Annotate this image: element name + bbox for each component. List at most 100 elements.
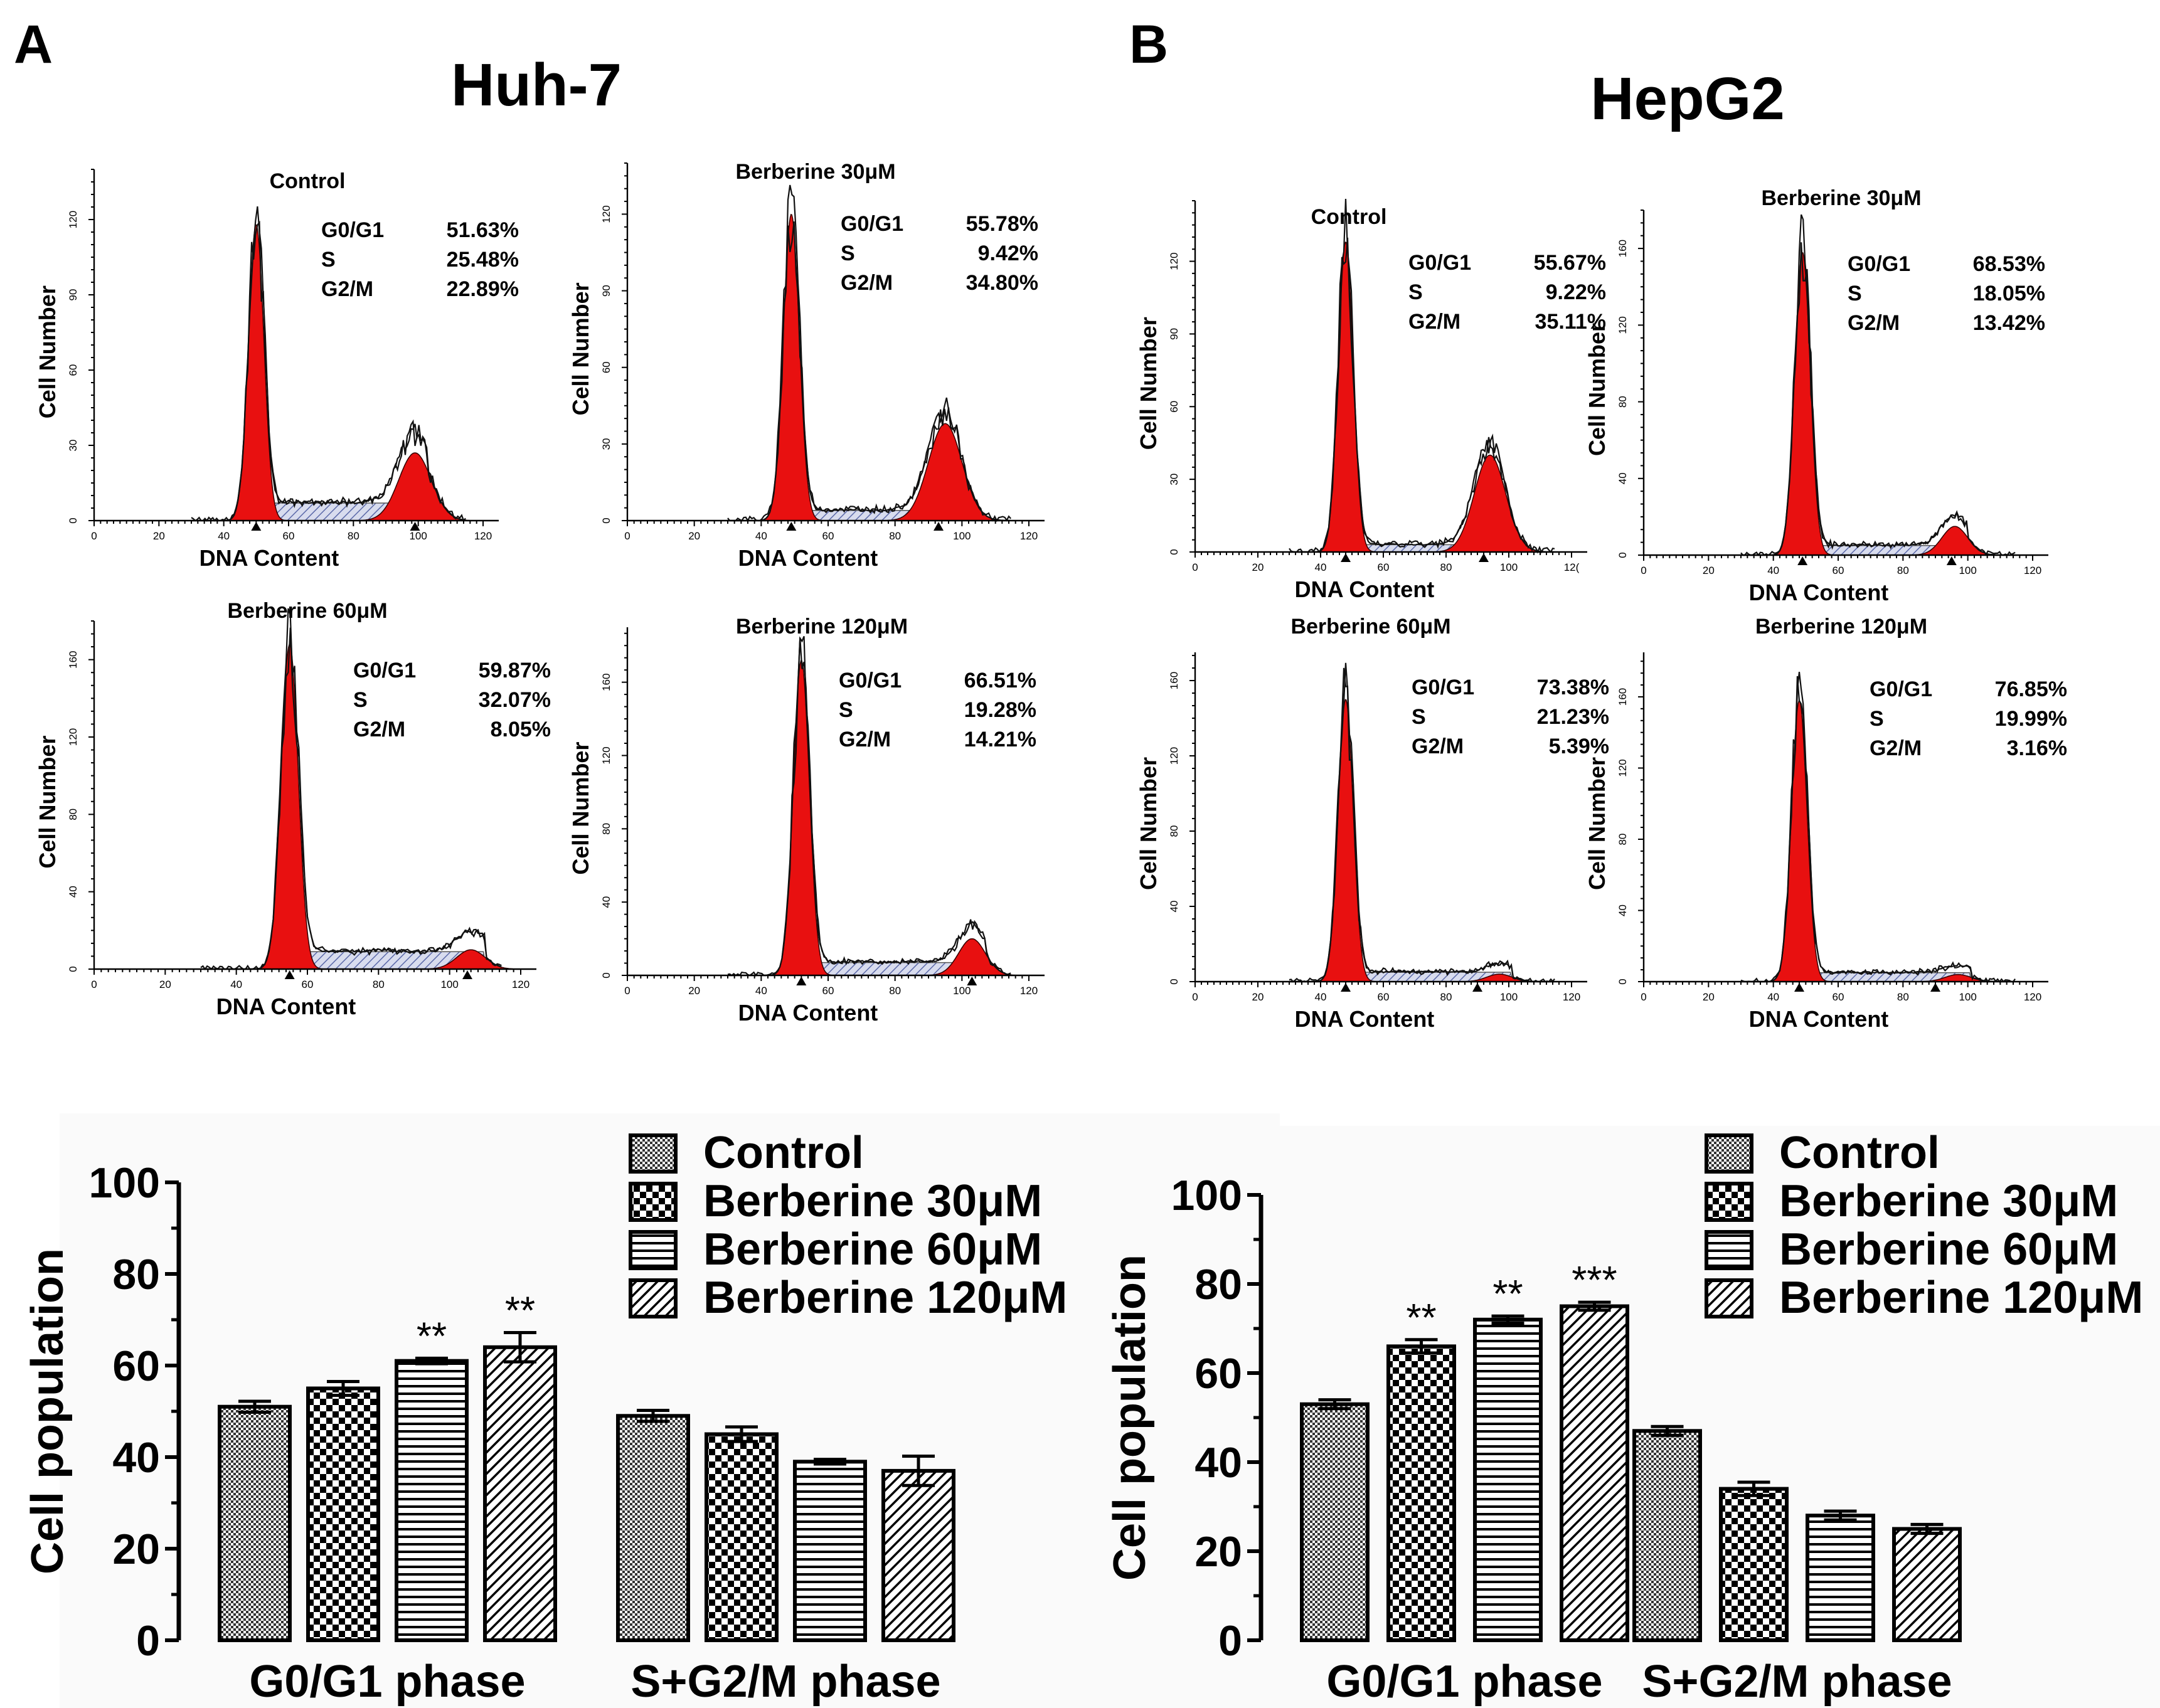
x-tick-label: 100 <box>1500 561 1518 573</box>
phase-percentage: 8.05% <box>491 718 551 741</box>
phase-percentage: 3.16% <box>2007 736 2067 760</box>
x-tick-label: 40 <box>230 979 242 990</box>
y-axis-label: Cell population <box>23 1248 73 1574</box>
category-label: G0/G1 phase <box>1326 1657 1602 1707</box>
x-tick-label: 20 <box>1703 565 1715 576</box>
y-tick-label: 160 <box>600 673 612 691</box>
y-tick-label: 120 <box>1168 747 1180 765</box>
y-tick-label: 100 <box>1171 1172 1242 1219</box>
y-tick-label: 40 <box>112 1434 160 1482</box>
y-axis-label: Cell Number <box>1136 757 1161 890</box>
x-tick-label: 0 <box>1641 565 1646 576</box>
y-tick-label: 80 <box>1168 825 1180 837</box>
x-tick-label: 20 <box>1703 991 1715 1003</box>
phase-percentage: 76.85% <box>1995 677 2067 701</box>
peak-marker <box>967 977 977 985</box>
phase-name: G0/G1 <box>321 218 384 242</box>
y-tick-label: 90 <box>67 289 79 301</box>
y-tick-label: 80 <box>1194 1261 1242 1308</box>
histogram-title: Berberine 30μM <box>735 160 895 184</box>
x-axis-label: DNA Content <box>1749 1006 1889 1032</box>
y-tick-label: 40 <box>1617 904 1629 916</box>
x-tick-label: 80 <box>889 530 901 542</box>
y-axis-label: Cell Number <box>1584 757 1610 890</box>
y-tick-label: 40 <box>600 896 612 908</box>
category-label: S+G2/M phase <box>630 1657 940 1707</box>
x-tick-label: 0 <box>1192 561 1198 573</box>
x-tick-label: 100 <box>1959 565 1976 576</box>
histogram-fit-trace <box>1741 676 2016 983</box>
x-tick-label: 40 <box>218 530 230 542</box>
phase-percentage: 68.53% <box>1973 252 2045 276</box>
bar <box>1560 1304 1629 1642</box>
phase-name: G0/G1 <box>1848 252 1910 276</box>
phase-name: S <box>321 248 336 272</box>
peak-marker <box>786 522 797 531</box>
x-tick-label: 120 <box>1020 530 1038 542</box>
x-axis-label: DNA Content <box>738 545 878 571</box>
y-axis-label: Cell Number <box>568 282 593 415</box>
y-tick-label: 0 <box>1218 1617 1242 1665</box>
x-tick-label: 60 <box>302 979 314 990</box>
x-tick-label: 100 <box>953 985 971 997</box>
phase-name: G2/M <box>1408 310 1460 334</box>
histogram-title: Berberine 120μM <box>736 615 908 639</box>
panel-b-label: B <box>1129 14 1168 75</box>
x-tick-label: 60 <box>1833 565 1844 576</box>
y-tick-label: 60 <box>112 1342 160 1390</box>
y-tick-label: 80 <box>1617 834 1629 846</box>
phase-percentage: 66.51% <box>964 669 1036 692</box>
legend-label: Berberine 120μM <box>1779 1273 2143 1323</box>
y-tick-label: 60 <box>600 361 612 373</box>
x-tick-label: 40 <box>1767 565 1779 576</box>
peak-marker <box>1341 553 1351 562</box>
phase-percentage: 32.07% <box>479 688 551 712</box>
legend-label: Berberine 60μM <box>703 1224 1042 1275</box>
bar <box>1892 1527 1962 1642</box>
legend-swatch <box>629 1278 678 1318</box>
g1-peak <box>1315 241 1376 553</box>
x-tick-label: 80 <box>889 985 901 997</box>
phase-percentage: 73.38% <box>1537 676 1609 699</box>
bar <box>705 1432 779 1642</box>
phase-percentage: 21.23% <box>1537 705 1609 729</box>
phase-name: G0/G1 <box>841 212 903 236</box>
peak-marker <box>1797 556 1808 565</box>
x-tick-label: 0 <box>1641 991 1646 1003</box>
y-tick-label: 60 <box>1168 401 1180 413</box>
phase-percentage: 25.48% <box>447 248 519 272</box>
peak-marker <box>796 977 807 985</box>
histogram-title: Control <box>270 169 346 193</box>
y-tick-label: 0 <box>1168 549 1180 554</box>
bar <box>616 1414 690 1643</box>
x-tick-label: 40 <box>1315 561 1327 573</box>
phase-name: G0/G1 <box>353 659 416 682</box>
g2-peak <box>1427 454 1553 553</box>
y-tick-label: 40 <box>67 886 79 898</box>
y-tick-label: 120 <box>67 211 79 228</box>
x-tick-label: 20 <box>159 979 171 990</box>
x-tick-label: 120 <box>2024 991 2041 1003</box>
y-tick-label: 60 <box>67 364 79 376</box>
y-tick-label: 160 <box>1168 672 1180 689</box>
y-tick-label: 80 <box>600 823 612 835</box>
legend-swatch <box>1705 1278 1753 1318</box>
x-axis-label: DNA Content <box>216 994 356 1019</box>
x-tick-label: 40 <box>755 530 767 542</box>
legend-label: Berberine 120μM <box>703 1273 1067 1323</box>
significance-label: *** <box>1572 1259 1617 1302</box>
phase-name: S <box>841 241 855 265</box>
y-tick-label: 80 <box>1617 396 1629 408</box>
phase-percentage: 18.05% <box>1973 282 2045 305</box>
phase-name: G0/G1 <box>1408 251 1471 275</box>
g1-peak <box>758 213 824 521</box>
phase-name: G2/M <box>353 718 405 741</box>
peak-marker <box>1472 983 1482 992</box>
x-tick-label: 40 <box>1767 991 1779 1003</box>
phase-name: S <box>1870 707 1884 731</box>
x-tick-label: 20 <box>1252 561 1264 573</box>
histogram-title: Berberine 30μM <box>1761 186 1921 210</box>
x-tick-label: 60 <box>1378 991 1390 1003</box>
y-tick-label: 0 <box>67 966 79 972</box>
histogram-huh7-berberine-120: 0 20 40 60 80 100 120 0 40 80 120 160 DNA Content Cel… <box>568 615 1045 1026</box>
